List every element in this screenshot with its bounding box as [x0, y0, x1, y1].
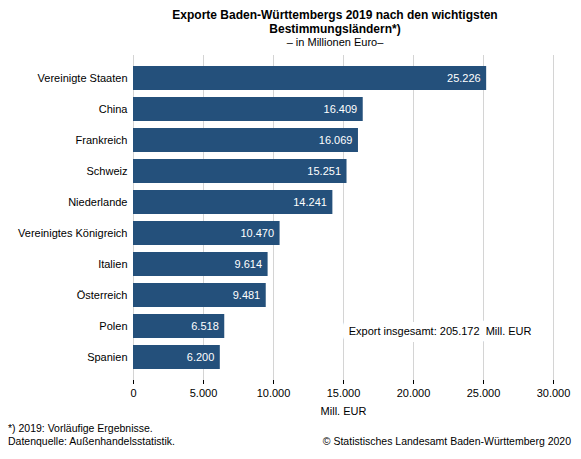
html-text:Exporte Baden-Württembergs 201: Exporte Baden-Württembergs 2019 nach den…	[172, 8, 498, 36]
svg-text:25.226: 25.226	[447, 72, 481, 84]
svg-text:10.470: 10.470	[240, 227, 274, 239]
svg-text:Österreich: Österreich	[77, 289, 128, 301]
svg-text:Mill. EUR: Mill. EUR	[321, 405, 367, 417]
svg-text:Vereinigtes Königreich: Vereinigtes Königreich	[18, 227, 127, 239]
svg-text:25.000: 25.000	[467, 387, 501, 399]
svg-text:10.000: 10.000	[257, 387, 291, 399]
svg-text:16.409: 16.409	[324, 103, 358, 115]
html-text:*) 2019: Vorläufige Ergebnisse: *) 2019: Vorläufige Ergebnisse.	[8, 422, 153, 434]
svg-text:15.000: 15.000	[327, 387, 361, 399]
svg-text:Export insgesamt: 205.172 Mil: Export insgesamt: 205.172 Mill. EUR	[349, 325, 532, 337]
svg-text:0: 0	[130, 387, 136, 399]
svg-text:China: China	[99, 103, 129, 115]
svg-text:Schweiz: Schweiz	[87, 165, 128, 177]
svg-text:5.000: 5.000	[190, 387, 218, 399]
svg-text:Spanien: Spanien	[87, 351, 127, 363]
svg-text:Frankreich: Frankreich	[76, 134, 128, 146]
svg-text:20.000: 20.000	[397, 387, 431, 399]
html-text:– in Millionen Euro–: – in Millionen Euro–	[286, 36, 384, 48]
svg-text:14.241: 14.241	[293, 196, 327, 208]
svg-text:15.251: 15.251	[307, 165, 341, 177]
svg-text:Polen: Polen	[99, 320, 127, 332]
svg-text:9.481: 9.481	[233, 289, 261, 301]
html-text:© Statistisches Landesamt Bade: © Statistisches Landesamt Baden-Württemb…	[322, 435, 571, 447]
svg-text:Vereinigte Staaten: Vereinigte Staaten	[38, 72, 128, 84]
svg-text:30.000: 30.000	[537, 387, 571, 399]
svg-text:9.614: 9.614	[235, 258, 263, 270]
svg-text:Italien: Italien	[98, 258, 127, 270]
html-text:Datenquelle: Außenhandelsstati: Datenquelle: Außenhandelsstatistik.	[8, 435, 175, 447]
svg-text:6.200: 6.200	[187, 351, 215, 363]
svg-text:6.518: 6.518	[191, 320, 219, 332]
svg-text:Niederlande: Niederlande	[68, 196, 127, 208]
svg-text:16.069: 16.069	[319, 134, 353, 146]
